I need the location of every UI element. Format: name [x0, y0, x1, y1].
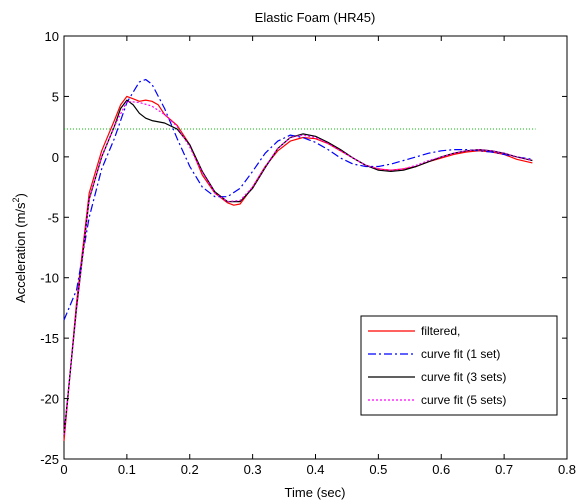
chart-title: Elastic Foam (HR45)	[255, 10, 376, 25]
series-line-1	[63, 95, 533, 441]
legend-box	[360, 315, 558, 416]
y-tick-label: -15	[40, 331, 59, 346]
y-tick-label: -10	[40, 271, 59, 286]
y-tick-label: -20	[40, 392, 59, 407]
legend: filtered, curve fit (1 set) curve fit (3 s…	[360, 315, 558, 416]
tick-layer: 0 0.1 0.2 0.3 0.4 0.5 0.6 0.7 0.8 -25 -20 -15 -10 -5 0…	[40, 29, 576, 477]
x-tick-label: 0.5	[369, 462, 387, 477]
x-tick-label: 0.7	[495, 462, 513, 477]
legend-label-3: curve fit (3 sets)	[421, 370, 506, 384]
x-tick-label: 0.8	[558, 462, 576, 477]
legend-entries: filtered, curve fit (1 set) curve fit (3 s…	[368, 324, 506, 407]
y-tick-label: -25	[40, 452, 59, 467]
legend-label-1: filtered,	[421, 324, 460, 338]
x-axis-label: Time (sec)	[285, 485, 346, 500]
x-tick-label: 0	[60, 462, 67, 477]
y-tick-label: -5	[47, 210, 59, 225]
y-tick-label: 0	[52, 150, 59, 165]
y-axis-label-superscript: 2	[11, 197, 21, 202]
y-axis-label: Acceleration (m/s2)	[11, 193, 28, 303]
series-line-2	[63, 78, 533, 321]
x-tick-label: 0.1	[118, 462, 136, 477]
y-axis-label-close: )	[13, 193, 28, 197]
x-tick-label: 0.4	[306, 462, 324, 477]
y-tick-label: 10	[45, 29, 59, 44]
x-tick-label: 0.6	[432, 462, 450, 477]
x-tick-label: 0.3	[244, 462, 262, 477]
legend-label-2: curve fit (1 set)	[421, 347, 500, 361]
legend-label-4: curve fit (5 sets)	[421, 393, 506, 407]
series-line-4	[63, 100, 533, 435]
y-axis-label-main: Acceleration (m/s	[13, 202, 28, 303]
x-tick-label: 0.2	[181, 462, 199, 477]
y-tick-label: 5	[52, 89, 59, 104]
series-layer	[63, 78, 533, 441]
